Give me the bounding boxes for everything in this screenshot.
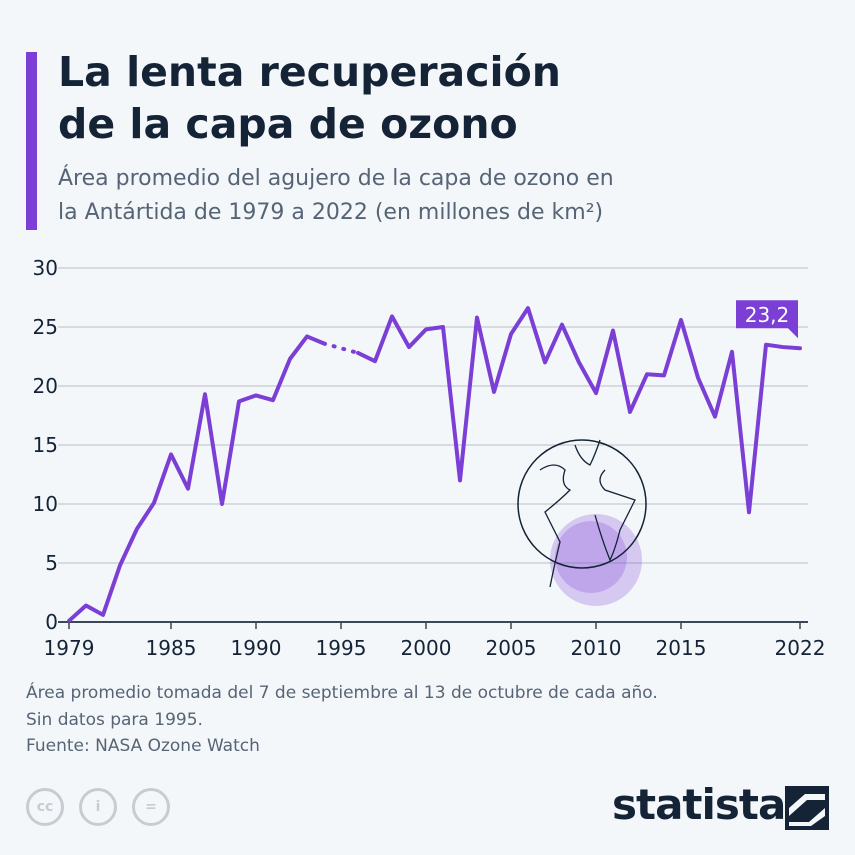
page-title: La lenta recuperación de la capa de ozono	[58, 46, 561, 150]
globe-illustration	[517, 439, 647, 606]
x-tick-label: 2005	[486, 636, 537, 660]
y-tick-label: 0	[45, 610, 58, 634]
source: Fuente: NASA Ozone Watch	[26, 736, 260, 756]
footnote: Área promedio tomada del 7 de septiembre…	[26, 680, 658, 734]
statista-logo-mark	[785, 786, 829, 830]
by-label: i	[95, 799, 101, 815]
y-tick-label: 25	[33, 315, 58, 339]
x-tick-label: 1995	[316, 636, 367, 660]
by-icon[interactable]: i	[79, 788, 117, 826]
series-line	[67, 334, 326, 623]
x-tick-label: 1979	[44, 636, 95, 660]
nd-label: =	[145, 799, 157, 815]
continents	[539, 439, 636, 588]
y-tick-label: 20	[33, 374, 58, 398]
x-tick-label: 2022	[775, 636, 826, 660]
cc-icon[interactable]: cc	[26, 788, 64, 826]
title-line-2: de la capa de ozono	[58, 100, 518, 148]
subtitle: Área promedio del agujero de la capa de …	[58, 162, 614, 230]
x-tick-label: 2000	[401, 636, 452, 660]
ozone-hole-inner	[555, 521, 627, 593]
x-tick-label: 1990	[231, 636, 282, 660]
x-tick-label: 2010	[571, 636, 622, 660]
series-line	[356, 306, 802, 515]
value-label: 23,2	[745, 303, 790, 327]
subtitle-line-2: la Antártida de 1979 a 2022 (en millones…	[58, 200, 604, 225]
y-tick-label: 15	[33, 433, 58, 457]
accent-bar	[26, 52, 37, 230]
note-line-1: Área promedio tomada del 7 de septiembre…	[26, 683, 658, 703]
y-tick-label: 5	[45, 551, 58, 575]
ozone-hole-outer	[550, 514, 642, 606]
x-tick-label: 2015	[656, 636, 707, 660]
y-tick-label: 30	[33, 256, 58, 280]
statista-logo[interactable]: statista	[612, 780, 786, 829]
globe-icon	[517, 439, 647, 569]
title-line-1: La lenta recuperación	[58, 48, 561, 96]
subtitle-line-1: Área promedio del agujero de la capa de …	[58, 166, 614, 191]
note-line-2: Sin datos para 1995.	[26, 710, 203, 730]
missing-data-dots	[322, 341, 360, 355]
value-callout	[736, 300, 798, 339]
nd-icon[interactable]: =	[132, 788, 170, 826]
x-tick-label: 1985	[146, 636, 197, 660]
y-tick-label: 10	[33, 492, 58, 516]
cc-label: cc	[36, 799, 54, 815]
